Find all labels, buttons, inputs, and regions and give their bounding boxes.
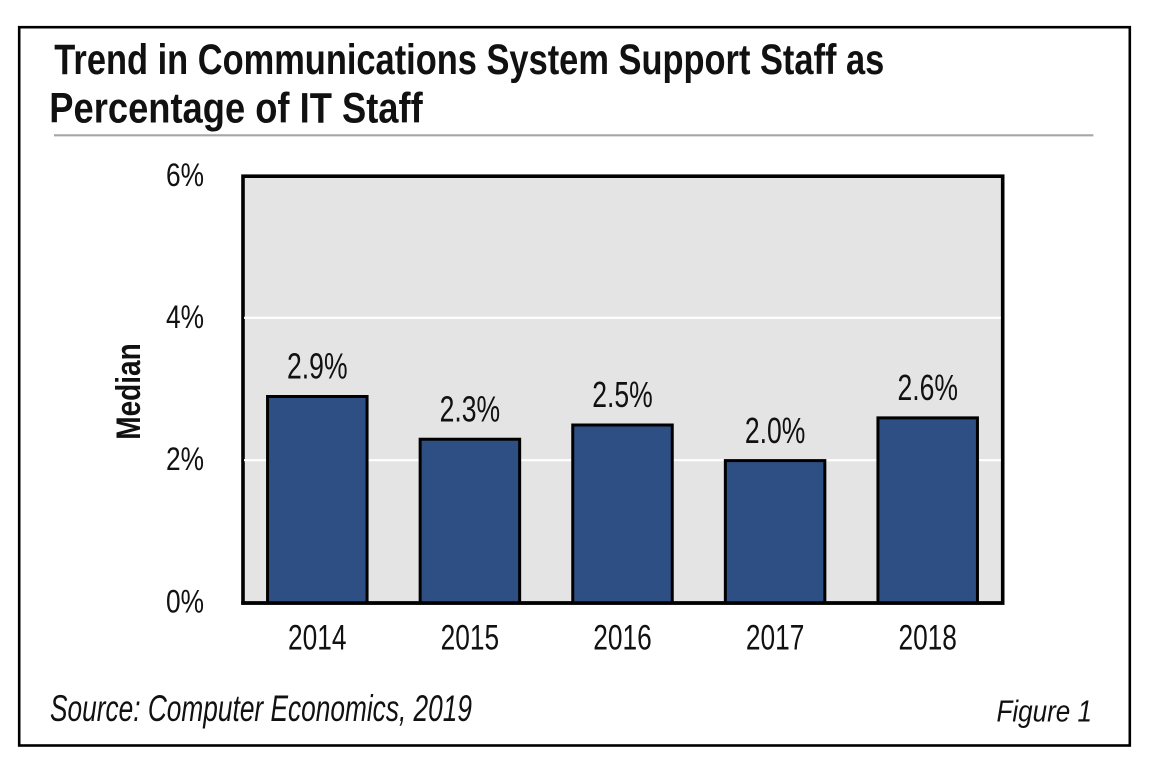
svg-text:6%: 6%: [166, 157, 204, 193]
svg-text:2%: 2%: [166, 441, 204, 477]
svg-text:2.6%: 2.6%: [897, 367, 958, 408]
svg-text:2015: 2015: [441, 618, 500, 657]
svg-text:Trend in Communications System: Trend in Communications System Support S…: [54, 36, 884, 84]
svg-text:2.0%: 2.0%: [745, 410, 806, 451]
svg-text:Source: Computer Economics, 20: Source: Computer Economics, 2019: [50, 688, 472, 729]
svg-text:2.3%: 2.3%: [440, 388, 501, 429]
svg-text:Median: Median: [110, 343, 148, 440]
svg-text:2.9%: 2.9%: [287, 346, 348, 387]
svg-text:2018: 2018: [898, 618, 957, 657]
svg-text:Percentage of IT Staff: Percentage of IT Staff: [49, 84, 423, 132]
svg-text:4%: 4%: [166, 299, 204, 335]
svg-text:Figure 1: Figure 1: [997, 694, 1093, 729]
svg-text:0%: 0%: [166, 583, 204, 619]
svg-text:2.5%: 2.5%: [592, 374, 653, 415]
svg-text:2014: 2014: [288, 618, 347, 657]
svg-text:2017: 2017: [746, 618, 805, 657]
svg-text:2016: 2016: [593, 618, 652, 657]
